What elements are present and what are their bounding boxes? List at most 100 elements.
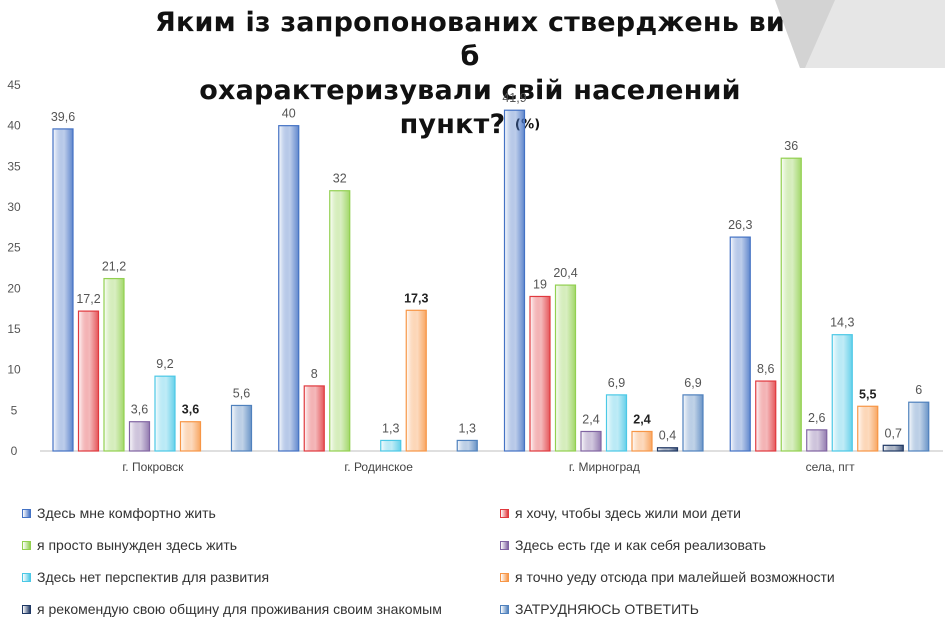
y-tick-label: 0: [11, 444, 18, 458]
bar: [128, 421, 151, 452]
y-tick-label: 30: [7, 200, 21, 214]
data-label: 6: [915, 383, 922, 397]
bar: [806, 429, 828, 452]
data-label: 1,3: [382, 421, 399, 435]
data-label: 2,4: [633, 412, 650, 426]
bar: [380, 439, 402, 452]
y-tick-label: 35: [7, 159, 21, 173]
corner-decoration: [775, 0, 945, 68]
x-category-label: г. Покровск: [122, 460, 184, 474]
data-label: 2,4: [582, 412, 599, 426]
legend-label: я точно уеду отсюда при малейшей возможн…: [515, 569, 835, 585]
x-category-label: г. Мирноград: [569, 460, 640, 474]
bar: [554, 284, 577, 452]
data-label: 17,2: [76, 292, 100, 306]
bar: [605, 394, 628, 452]
y-tick-label: 40: [7, 119, 21, 133]
data-label: 0,4: [659, 429, 676, 443]
legend-label: я просто вынужден здесь жить: [37, 537, 238, 553]
data-label: 9,2: [156, 357, 173, 371]
bar: [230, 404, 253, 452]
data-label: 6,9: [608, 376, 625, 390]
bar: [529, 295, 551, 452]
legend-item: ЗАТРУДНЯЮСЬ ОТВЕТИТЬ: [500, 601, 699, 617]
data-label: 40: [282, 107, 296, 121]
data-label: 6,9: [684, 376, 701, 390]
bar: [729, 236, 751, 452]
legend-label: ЗАТРУДНЯЮСЬ ОТВЕТИТЬ: [515, 601, 699, 617]
data-label: 21,2: [102, 260, 126, 274]
data-label: 19: [533, 277, 547, 291]
legend-item: я хочу, чтобы здесь жили мои дети: [500, 505, 741, 521]
data-label: 1,3: [459, 421, 476, 435]
legend-item: Здесь есть где и как себя реализовать: [500, 537, 766, 553]
legend-swatch: [500, 572, 509, 582]
legend-swatch: [22, 572, 31, 582]
bar: [831, 334, 853, 452]
data-label: 32: [333, 172, 347, 186]
data-label: 0,7: [885, 426, 902, 440]
bar: [503, 109, 526, 452]
bar: [405, 309, 427, 452]
legend-label: я хочу, чтобы здесь жили мои дети: [515, 505, 741, 521]
bar: [656, 447, 679, 452]
legend: Здесь мне комфортно жить я хочу, чтобы зд…: [0, 500, 945, 620]
legend-item: Здесь мне комфортно жить: [22, 505, 216, 521]
bar: [631, 430, 653, 452]
bar: [780, 157, 802, 452]
bar: [580, 430, 602, 452]
legend-item: Здесь нет перспектив для развития: [22, 569, 269, 585]
title-line-1: Яким із запропонованих стверджень ви б: [154, 7, 786, 72]
bar: [857, 405, 879, 452]
bar: [77, 310, 100, 452]
bar: [303, 385, 325, 452]
bar: [682, 394, 704, 452]
data-label: 39,6: [51, 110, 75, 124]
bar: [908, 401, 930, 452]
legend-label: Здесь мне комфортно жить: [37, 505, 216, 521]
legend-swatch: [22, 508, 31, 518]
legend-item: я рекомендую свою общину для проживания …: [22, 601, 442, 617]
data-label: 41,9: [502, 91, 526, 105]
data-label: 3,6: [182, 403, 199, 417]
data-label: 8,6: [757, 362, 774, 376]
title-line-2-text: охарактеризували свій населений пункт?: [199, 75, 741, 140]
legend-label: Здесь нет перспектив для развития: [37, 569, 270, 585]
bar: [52, 128, 74, 452]
data-label: 36: [784, 139, 798, 153]
data-label: 5,6: [233, 386, 250, 400]
bar: [179, 421, 202, 452]
data-label: 8: [311, 367, 318, 381]
bar: [882, 444, 904, 452]
y-tick-label: 5: [11, 403, 18, 417]
bar: [456, 439, 478, 452]
y-tick-label: 45: [7, 78, 21, 92]
data-label: 5,5: [859, 387, 876, 401]
legend-swatch: [22, 604, 31, 614]
bar: [103, 277, 125, 452]
legend-swatch: [22, 540, 31, 550]
y-tick-label: 20: [7, 281, 21, 295]
data-label: 3,6: [131, 403, 148, 417]
bar-chart: 0 5 10 15 20 25 30 35 40 45 39,6 17,2 21,2 3,6 9,2 3,6 5…: [7, 78, 943, 474]
legend-swatch: [500, 508, 509, 518]
bar: [154, 375, 176, 452]
data-label: 17,3: [404, 291, 428, 305]
legend-label: Здесь есть где и как себя реализовать: [515, 537, 766, 553]
legend-swatch: [500, 540, 509, 550]
data-label: 26,3: [728, 218, 752, 232]
y-tick-label: 15: [7, 322, 21, 336]
legend-label: я рекомендую свою общину для проживания …: [37, 601, 442, 617]
bar: [278, 125, 300, 452]
x-category-label: г. Родинское: [344, 460, 413, 474]
legend-item: я точно уеду отсюда при малейшей возможн…: [500, 569, 835, 585]
data-label: 20,4: [553, 266, 577, 280]
legend-swatch: [500, 604, 509, 614]
x-category-label: села, пгт: [806, 460, 855, 474]
legend-item: я просто вынужден здесь жить: [22, 537, 237, 553]
data-label: 14,3: [830, 316, 854, 330]
bar: [755, 380, 777, 452]
y-tick-label: 10: [7, 363, 21, 377]
y-tick-label: 25: [7, 241, 21, 255]
data-label: 2,6: [808, 411, 825, 425]
